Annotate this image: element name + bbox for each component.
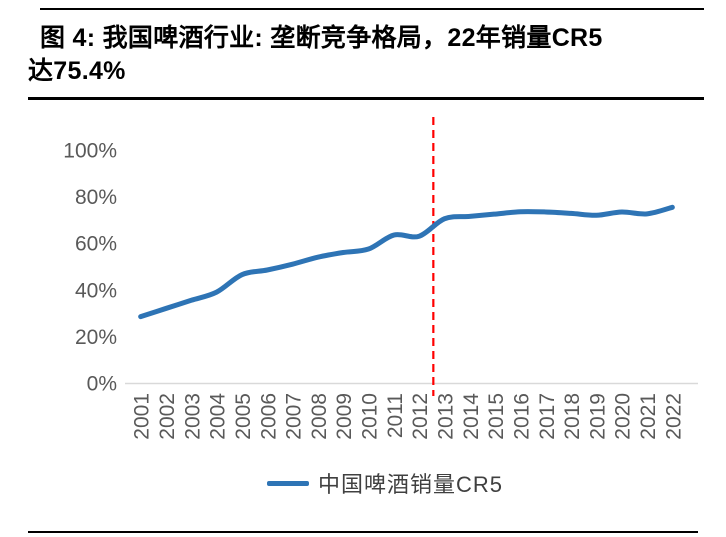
x-axis-tick-label: 2010 xyxy=(359,393,382,440)
x-axis-tick-label: 2014 xyxy=(460,393,483,440)
x-axis-tick-label: 2020 xyxy=(612,393,635,440)
x-axis-tick-label: 2006 xyxy=(257,393,280,440)
legend-label: 中国啤酒销量CR5 xyxy=(317,472,503,497)
chart-legend: 中国啤酒销量CR5 xyxy=(80,469,690,497)
x-axis-tick-label: 2011 xyxy=(384,393,407,438)
x-axis-tick-label: 2019 xyxy=(586,393,609,440)
x-axis-tick-label: 2007 xyxy=(283,393,306,440)
y-axis-tick-label: 80% xyxy=(75,186,117,209)
x-axis-tick-label: 2021 xyxy=(637,393,660,440)
y-axis-tick-label: 60% xyxy=(75,233,117,256)
figure-title: 图 4: 我国啤酒行业: 垄断竞争格局，22年销量CR5 达75.4% xyxy=(28,22,702,88)
x-axis-tick-label: 2016 xyxy=(510,393,533,440)
legend-line-swatch xyxy=(266,480,309,486)
x-axis-tick-label: 2017 xyxy=(536,393,559,440)
x-axis-tick-label: 2015 xyxy=(485,393,508,440)
x-axis-tick-label: 2003 xyxy=(181,393,204,440)
figure-title-line-1: 图 4: 我国啤酒行业: 垄断竞争格局，22年销量CR5 xyxy=(40,24,603,52)
x-axis-tick-label: 2001 xyxy=(131,393,154,440)
x-axis-tick-label: 2013 xyxy=(434,393,457,440)
y-axis-tick-label: 100% xyxy=(63,140,117,163)
x-axis-tick-label: 2008 xyxy=(308,393,331,440)
y-axis-tick-label: 40% xyxy=(75,279,117,302)
x-axis-tick-label: 2012 xyxy=(409,393,432,440)
title-divider xyxy=(28,97,704,100)
x-axis-tick-label: 2005 xyxy=(232,393,255,440)
x-axis-tick-label: 2009 xyxy=(333,393,356,440)
bottom-rule xyxy=(28,531,698,533)
y-axis-tick-label: 0% xyxy=(87,373,117,396)
x-axis-tick-label: 2022 xyxy=(662,393,685,440)
x-axis-tick-label: 2018 xyxy=(561,393,584,440)
figure-title-line-2: 达75.4% xyxy=(28,57,126,85)
top-rule xyxy=(40,8,704,10)
x-axis-tick-label: 2002 xyxy=(156,393,179,440)
x-axis-tick-label: 2004 xyxy=(207,393,230,440)
y-axis-tick-label: 20% xyxy=(75,326,117,349)
series-line-cr5 xyxy=(138,204,675,320)
